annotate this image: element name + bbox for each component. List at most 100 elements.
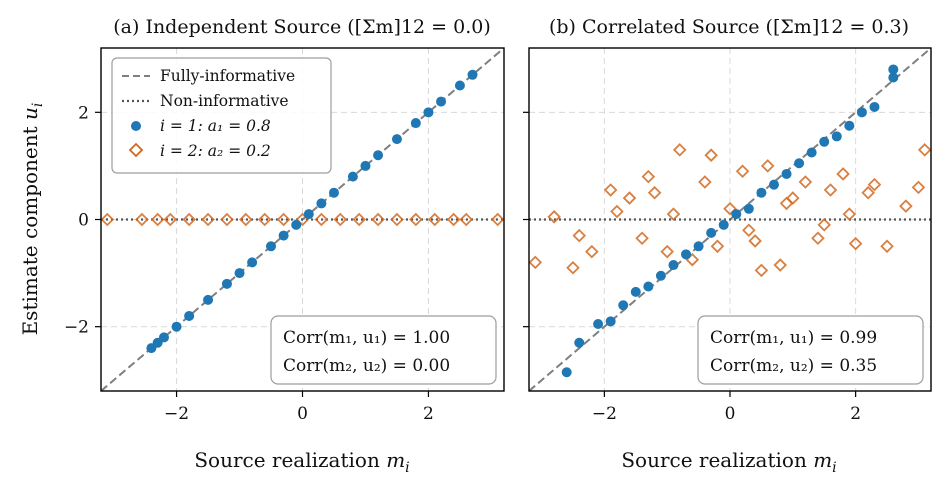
orange-diamond-point xyxy=(585,244,599,259)
blue-dot-point xyxy=(373,150,384,161)
blue-dot-point xyxy=(347,171,358,182)
blue-dot-point xyxy=(831,131,842,142)
orange-diamond-point xyxy=(742,223,756,237)
y-axis-label: Estimate component ui xyxy=(18,103,46,336)
blue-dot-point xyxy=(743,203,754,214)
blue-dot-point xyxy=(819,136,830,147)
reference-lines-a xyxy=(101,48,504,391)
orange-diamond-point xyxy=(572,228,587,243)
orange-diamond-point xyxy=(150,212,165,227)
orange-diamond-point xyxy=(220,212,234,227)
x-tick-label: −2 xyxy=(592,404,617,424)
x-tick-label: 0 xyxy=(725,404,736,424)
annotation-box-a xyxy=(270,315,497,385)
blue-dot-point xyxy=(718,219,729,230)
blue-dot-point xyxy=(806,147,817,158)
x-axis-label-a: Source realization mi xyxy=(194,448,409,476)
x-tick-label: 0 xyxy=(297,404,308,424)
blue-dot-point xyxy=(768,179,779,190)
legend-item-non-informative: Non-informative xyxy=(160,92,289,110)
blue-dot-point xyxy=(247,257,258,268)
blue-dot-point xyxy=(316,198,327,209)
blue-dot-point xyxy=(693,241,704,252)
orange-diamond-point xyxy=(276,212,291,227)
blue-dot-point xyxy=(794,158,805,169)
blue-dot-point xyxy=(423,107,434,118)
points-b xyxy=(529,64,931,378)
orange-diamond-point xyxy=(566,260,580,275)
orange-diamond-point xyxy=(352,212,366,227)
legend-blue-dot-icon xyxy=(131,121,141,131)
orange-diamond-point xyxy=(817,218,831,232)
orange-diamond-point xyxy=(704,148,718,162)
blue-dot-point xyxy=(888,64,899,75)
blue-dot-point xyxy=(158,332,169,343)
orange-diamond-point xyxy=(698,175,712,189)
y-tick-label: 0 xyxy=(78,211,89,231)
blue-dot-point xyxy=(844,120,855,131)
x-axis-label-b: Source realization mi xyxy=(621,448,836,476)
corr-1-text-a: Corr(m₁, u₁) = 1.00 xyxy=(283,328,450,348)
blue-dot-point xyxy=(668,260,679,271)
chart-title-b: (b) Correlated Source ([Σm]12 = 0.3) xyxy=(549,16,909,38)
ticks-a: −2 0 2 2 0 −2 xyxy=(64,103,434,424)
orange-diamond-point xyxy=(754,263,769,278)
correlation-annotation-b: Corr(m₁, u₁) = 0.99 Corr(m₂, u₂) = 0.35 xyxy=(697,315,924,385)
blue-dot-point xyxy=(888,72,899,83)
orange-diamond-point xyxy=(163,212,178,227)
orange-diamond-point xyxy=(735,164,750,179)
blue-dot-point xyxy=(869,101,880,112)
orange-diamond-point xyxy=(748,234,762,248)
legend-orange-diamond-icon xyxy=(128,142,144,158)
panel-b: −2 0 2 (b) Correlated Source ([Σm]12 = 0.3… xyxy=(523,16,932,476)
orange-diamond-point xyxy=(848,236,863,251)
points-a xyxy=(101,69,504,354)
blue-dot-point xyxy=(278,230,289,241)
orange-diamond-point xyxy=(773,258,788,272)
blue-dot-point xyxy=(436,96,447,107)
blue-dot-point xyxy=(593,319,604,330)
orange-diamond-point xyxy=(201,212,215,227)
correlation-annotation-a: Corr(m₁, u₁) = 1.00 Corr(m₂, u₂) = 0.00 xyxy=(270,315,497,385)
orange-diamond-point xyxy=(257,212,272,227)
orange-diamond-point xyxy=(842,207,857,221)
blue-dot-point xyxy=(184,310,195,321)
orange-diamond-point xyxy=(917,143,931,157)
corr-2-text-b: Corr(m₂, u₂) = 0.35 xyxy=(710,356,877,376)
orange-diamond-point xyxy=(666,207,681,221)
blue-dot-point xyxy=(756,187,767,198)
y-tick-label: −2 xyxy=(64,318,89,338)
annotation-box-b xyxy=(697,315,924,385)
orange-diamond-point xyxy=(635,231,649,246)
blue-dot-point xyxy=(360,160,371,171)
legend-item-i1: i = 1: a₁ = 0.8 xyxy=(160,117,271,135)
blue-dot-point xyxy=(391,134,402,145)
orange-diamond-point xyxy=(101,212,115,227)
orange-diamond-point xyxy=(547,210,561,224)
orange-diamond-point xyxy=(459,212,473,227)
orange-diamond-point xyxy=(427,212,442,227)
orange-diamond-point xyxy=(811,231,825,246)
orange-diamond-point xyxy=(836,167,850,181)
x-tick-label: −2 xyxy=(164,404,189,424)
orange-diamond-point xyxy=(641,169,656,184)
legend-item-fully-informative: Fully-informative xyxy=(160,67,295,85)
blue-dot-point xyxy=(574,337,585,348)
legend: Fully-informative Non-informative i = 1:… xyxy=(111,57,332,174)
orange-diamond-point xyxy=(867,177,882,192)
blue-dot-point xyxy=(561,367,572,378)
blue-dot-point xyxy=(706,227,717,238)
blue-dot-point xyxy=(454,80,465,91)
reference-lines-b xyxy=(529,48,931,391)
orange-diamond-point xyxy=(760,159,775,173)
orange-diamond-point xyxy=(798,175,813,189)
panel-a: −2 0 2 2 0 −2 (a) Independent Source ([Σm]12 … xyxy=(64,16,505,476)
blue-dot-point xyxy=(266,241,277,252)
blue-dot-point xyxy=(681,249,692,260)
orange-diamond-point xyxy=(779,196,794,211)
corr-1-text-b: Corr(m₁, u₁) = 0.99 xyxy=(710,328,877,348)
orange-diamond-point xyxy=(490,212,504,227)
blue-dot-point xyxy=(221,278,232,289)
orange-diamond-point xyxy=(911,180,926,195)
